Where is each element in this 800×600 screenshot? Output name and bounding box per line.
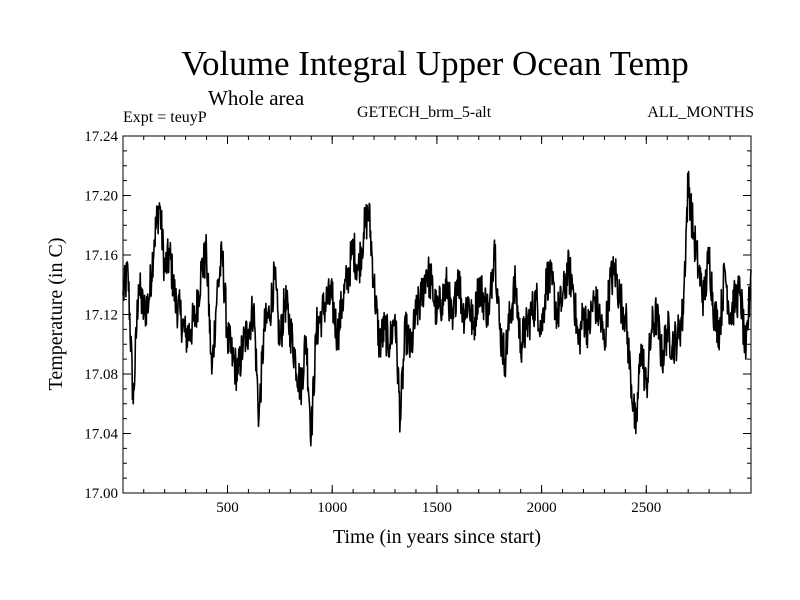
x-tick-label: 1500 [422, 500, 452, 516]
run-label: GETECH_brm_5-alt [357, 104, 492, 121]
series-line [122, 170, 752, 447]
x-tick-label: 2000 [527, 500, 557, 516]
y-tick-label: 17.00 [84, 486, 118, 502]
x-tick-label: 1000 [317, 500, 347, 516]
plot-frame [122, 135, 752, 494]
x-axis-label: Time (in years since start) [333, 526, 541, 548]
chart-title: Volume Integral Upper Ocean Temp [181, 44, 689, 83]
y-tick-label: 17.24 [84, 129, 118, 145]
series-group [122, 170, 752, 447]
chart-subtitle: Whole area [208, 86, 305, 110]
y-axis-label: Temperature (in C) [45, 238, 67, 391]
months-label: ALL_MONTHS [647, 104, 754, 121]
x-tick-label: 2500 [631, 500, 661, 516]
expt-label: Expt = teuyP [123, 109, 207, 126]
x-tick-label: 500 [216, 500, 239, 516]
y-tick-label: 17.12 [84, 308, 118, 324]
y-tick-label: 17.04 [84, 427, 118, 443]
y-tick-label: 17.08 [84, 367, 118, 383]
axis-tick-labels: 17.00 17.04 17.08 17.12 17.16 17.20 17.24 500 10… [84, 129, 661, 516]
y-tick-label: 17.20 [84, 189, 118, 205]
y-tick-label: 17.16 [84, 248, 118, 264]
